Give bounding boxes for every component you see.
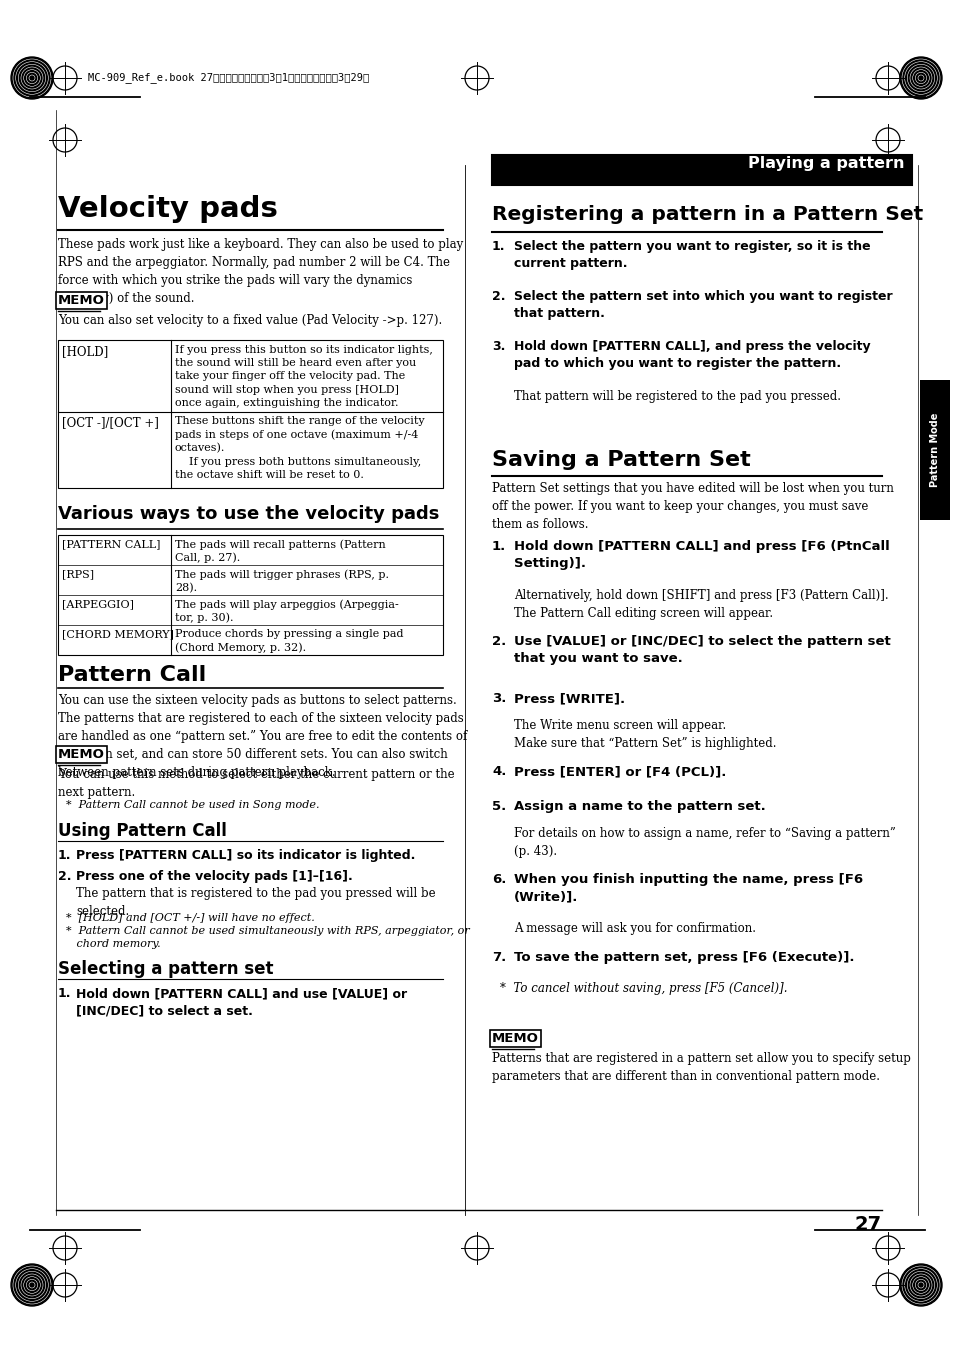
Text: MEMO: MEMO <box>58 295 105 307</box>
Text: [ARPEGGIO]: [ARPEGGIO] <box>62 598 133 609</box>
Text: That pattern will be registered to the pad you pressed.: That pattern will be registered to the p… <box>514 390 841 403</box>
Text: You can use the sixteen velocity pads as buttons to select patterns.
The pattern: You can use the sixteen velocity pads as… <box>58 694 467 780</box>
Text: *  Pattern Call cannot be used in Song mode.: * Pattern Call cannot be used in Song mo… <box>66 800 319 811</box>
Bar <box>919 380 949 520</box>
Text: 2.: 2. <box>492 635 506 648</box>
Text: Hold down [PATTERN CALL] and use [VALUE] or
[INC/DEC] to select a set.: Hold down [PATTERN CALL] and use [VALUE]… <box>76 988 407 1017</box>
Text: Hold down [PATTERN CALL], and press the velocity
pad to which you want to regist: Hold down [PATTERN CALL], and press the … <box>514 340 870 370</box>
Text: [HOLD]: [HOLD] <box>62 345 108 358</box>
Text: When you finish inputting the name, press [F6
(Write)].: When you finish inputting the name, pres… <box>514 873 862 904</box>
Text: Press one of the velocity pads [1]–[16].: Press one of the velocity pads [1]–[16]. <box>76 870 353 884</box>
Text: 7.: 7. <box>492 951 506 965</box>
Bar <box>492 155 911 185</box>
Text: The pads will recall patterns (Pattern
Call, p. 27).: The pads will recall patterns (Pattern C… <box>174 539 385 563</box>
Text: Registering a pattern in a Pattern Set: Registering a pattern in a Pattern Set <box>492 205 923 224</box>
Text: 2.: 2. <box>58 870 71 884</box>
Text: MEMO: MEMO <box>492 1032 538 1046</box>
Circle shape <box>11 57 53 99</box>
Text: [OCT -]/[OCT +]: [OCT -]/[OCT +] <box>62 416 159 430</box>
Text: Playing a pattern: Playing a pattern <box>748 155 904 172</box>
Text: 2.: 2. <box>492 290 505 303</box>
Text: Select the pattern set into which you want to register
that pattern.: Select the pattern set into which you wa… <box>514 290 892 320</box>
Text: Pattern Call: Pattern Call <box>58 665 206 685</box>
Text: 4.: 4. <box>492 765 506 778</box>
Text: Produce chords by pressing a single pad
(Chord Memory, p. 32).: Produce chords by pressing a single pad … <box>174 630 403 653</box>
Text: 1.: 1. <box>58 988 71 1000</box>
Text: Press [WRITE].: Press [WRITE]. <box>514 692 624 705</box>
Text: [PATTERN CALL]: [PATTERN CALL] <box>62 539 160 549</box>
Text: *  To cancel without saving, press [F5 (Cancel)].: * To cancel without saving, press [F5 (C… <box>499 982 786 994</box>
Text: These buttons shift the range of the velocity
pads in steps of one octave (maxim: These buttons shift the range of the vel… <box>174 416 424 480</box>
Text: Patterns that are registered in a pattern set allow you to specify setup
paramet: Patterns that are registered in a patter… <box>492 1052 910 1084</box>
Text: *  Pattern Call cannot be used simultaneously with RPS, arpeggiator, or
   chord: * Pattern Call cannot be used simultaneo… <box>66 925 469 950</box>
Text: The pads will trigger phrases (RPS, p.
28).: The pads will trigger phrases (RPS, p. 2… <box>174 569 389 593</box>
Bar <box>58 340 442 488</box>
Text: Press [ENTER] or [F4 (PCL)].: Press [ENTER] or [F4 (PCL)]. <box>514 765 725 778</box>
Text: 5.: 5. <box>492 800 506 813</box>
Text: To save the pattern set, press [F6 (Execute)].: To save the pattern set, press [F6 (Exec… <box>514 951 854 965</box>
Text: Selecting a pattern set: Selecting a pattern set <box>58 961 274 978</box>
Text: Hold down [PATTERN CALL] and press [F6 (PtnCall
Setting)].: Hold down [PATTERN CALL] and press [F6 (… <box>514 540 889 570</box>
Text: Saving a Pattern Set: Saving a Pattern Set <box>492 450 750 470</box>
Text: Various ways to use the velocity pads: Various ways to use the velocity pads <box>58 505 439 523</box>
Text: Pattern Set settings that you have edited will be lost when you turn
off the pow: Pattern Set settings that you have edite… <box>492 482 893 531</box>
Circle shape <box>11 1265 53 1306</box>
Text: MEMO: MEMO <box>58 748 105 761</box>
Text: 27: 27 <box>854 1215 882 1233</box>
Text: 1.: 1. <box>58 848 71 862</box>
Text: [CHORD MEMORY]: [CHORD MEMORY] <box>62 630 173 639</box>
Text: These pads work just like a keyboard. They can also be used to play
RPS and the : These pads work just like a keyboard. Th… <box>58 238 463 305</box>
Bar <box>58 535 442 655</box>
Text: If you press this button so its indicator lights,
the sound will still be heard : If you press this button so its indicato… <box>174 345 433 408</box>
Text: The pattern that is registered to the pad you pressed will be
selected.: The pattern that is registered to the pa… <box>76 888 436 917</box>
Text: For details on how to assign a name, refer to “Saving a pattern”
(p. 43).: For details on how to assign a name, ref… <box>514 827 895 858</box>
Text: The pads will play arpeggios (Arpeggia-
tor, p. 30).: The pads will play arpeggios (Arpeggia- … <box>174 598 398 623</box>
Text: *  [HOLD] and [OCT +/-] will have no effect.: * [HOLD] and [OCT +/-] will have no effe… <box>66 913 314 923</box>
Text: Press [PATTERN CALL] so its indicator is lighted.: Press [PATTERN CALL] so its indicator is… <box>76 848 415 862</box>
Circle shape <box>899 1265 941 1306</box>
Text: A message will ask you for confirmation.: A message will ask you for confirmation. <box>514 921 755 935</box>
Text: Velocity pads: Velocity pads <box>58 195 277 223</box>
Text: 1.: 1. <box>492 540 506 553</box>
Text: Using Pattern Call: Using Pattern Call <box>58 821 227 840</box>
Text: 1.: 1. <box>492 240 505 253</box>
Text: Select the pattern you want to register, so it is the
current pattern.: Select the pattern you want to register,… <box>514 240 870 270</box>
Text: You can also set velocity to a fixed value (Pad Velocity ->p. 127).: You can also set velocity to a fixed val… <box>58 313 442 327</box>
Text: 3.: 3. <box>492 340 505 353</box>
Text: Pattern Mode: Pattern Mode <box>929 413 939 488</box>
Text: [RPS]: [RPS] <box>62 569 94 580</box>
Text: MC-909_Ref_e.book 27ページ・２００５年3月1日・火曜日・午後3時29分: MC-909_Ref_e.book 27ページ・２００５年3月1日・火曜日・午後… <box>88 73 369 84</box>
Text: 6.: 6. <box>492 873 506 886</box>
Text: You can use this method to select either the current pattern or the
next pattern: You can use this method to select either… <box>58 767 455 798</box>
Text: Assign a name to the pattern set.: Assign a name to the pattern set. <box>514 800 765 813</box>
Text: Use [VALUE] or [INC/DEC] to select the pattern set
that you want to save.: Use [VALUE] or [INC/DEC] to select the p… <box>514 635 890 665</box>
Text: The Write menu screen will appear.
Make sure that “Pattern Set” is highlighted.: The Write menu screen will appear. Make … <box>514 719 776 750</box>
Text: 3.: 3. <box>492 692 506 705</box>
Text: Alternatively, hold down [SHIFT] and press [F3 (Pattern Call)].
The Pattern Call: Alternatively, hold down [SHIFT] and pre… <box>514 589 887 620</box>
Circle shape <box>899 57 941 99</box>
